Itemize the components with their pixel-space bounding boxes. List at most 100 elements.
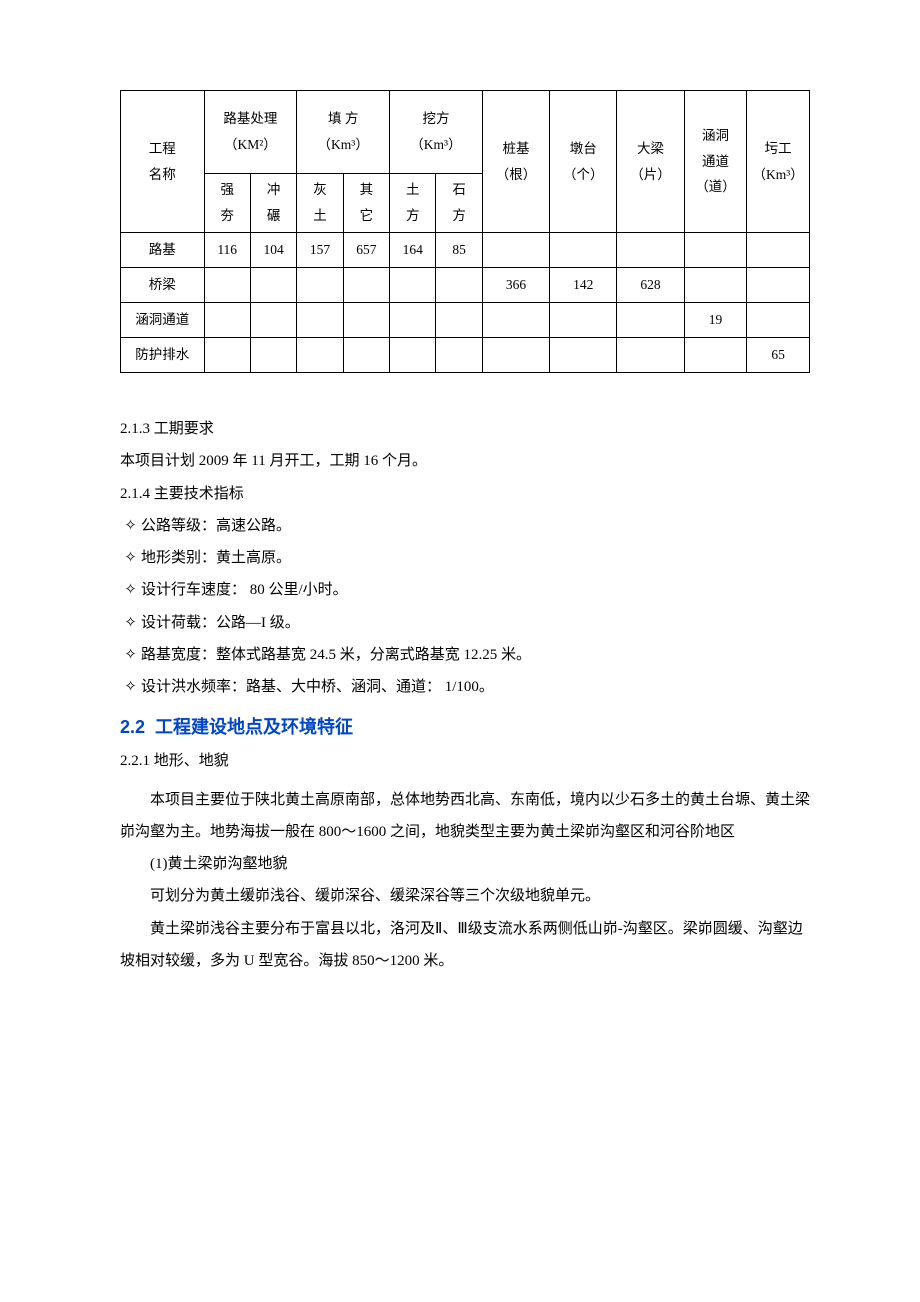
quantities-table: 工程 名称 路基处理 （KM²） 填 方 （Km³）: [120, 90, 810, 373]
hdr-text: 方: [436, 203, 481, 229]
row-name: 路基: [121, 233, 205, 268]
table-cell: [550, 338, 617, 373]
col-masonry: 圬工 （Km³）: [747, 91, 810, 233]
hdr-text: 夯: [205, 203, 250, 229]
hdr-text: 工程: [121, 136, 204, 162]
hdr-text: 方: [390, 203, 435, 229]
table-cell: [204, 338, 250, 373]
body-para: (1)黄土梁峁沟壑地貌: [120, 848, 810, 880]
hdr-text: 圬工: [747, 136, 809, 162]
col-cut: 挖方 （Km³）: [390, 91, 483, 174]
hdr-text: （KM²）: [205, 132, 297, 158]
table-cell: [482, 338, 549, 373]
sub-col: 强夯: [204, 174, 250, 233]
diamond-bullet-icon: ✧: [120, 639, 141, 671]
table-cell: [204, 303, 250, 338]
hdr-text: 灰: [297, 177, 342, 203]
table-cell: [747, 233, 810, 268]
table-cell: [250, 303, 296, 338]
table-cell: [550, 303, 617, 338]
diamond-bullet-icon: ✧: [120, 671, 141, 703]
table-cell: [343, 303, 389, 338]
col-piers: 墩台 （个）: [550, 91, 617, 233]
table-cell: [684, 233, 747, 268]
list-item-text: 设计洪水频率：路基、大中桥、涵洞、通道： 1/100。: [141, 679, 494, 695]
hdr-text: 通道: [685, 149, 747, 175]
list-item-text: 路基宽度：整体式路基宽 24.5 米，分离式路基宽 12.25 米。: [141, 647, 531, 663]
table-cell: [617, 303, 684, 338]
col-piles: 桩基 （根）: [482, 91, 549, 233]
diamond-bullet-icon: ✧: [120, 510, 141, 542]
table-cell: [204, 268, 250, 303]
sub-col: 灰土: [297, 174, 343, 233]
table-cell: [684, 338, 747, 373]
hdr-text: （Km³）: [297, 132, 389, 158]
col-project-name: 工程 名称: [121, 91, 205, 233]
table-row: 桥梁366142628: [121, 268, 810, 303]
table-cell: [343, 268, 389, 303]
table-cell: [297, 338, 343, 373]
table-cell: [482, 233, 549, 268]
table-cell: [617, 233, 684, 268]
table-cell: [482, 303, 549, 338]
hdr-text: （Km³）: [390, 132, 482, 158]
table-cell: 366: [482, 268, 549, 303]
table-cell: 142: [550, 268, 617, 303]
diamond-bullet-icon: ✧: [120, 574, 141, 606]
body-para: 黄土梁峁浅谷主要分布于富县以北，洛河及Ⅱ、Ⅲ级支流水系两侧低山峁-沟壑区。梁峁圆…: [120, 913, 810, 978]
hdr-text: （道）: [685, 174, 747, 200]
section-2-2-heading: 2.2 工程建设地点及环境特征: [120, 713, 810, 739]
hdr-text: 土: [390, 177, 435, 203]
table-cell: 65: [747, 338, 810, 373]
list-item: ✧路基宽度：整体式路基宽 24.5 米，分离式路基宽 12.25 米。: [120, 639, 810, 671]
row-name: 桥梁: [121, 268, 205, 303]
section-2-2-1-heading: 2.2.1 地形、地貌: [120, 745, 810, 777]
hdr-text: 它: [344, 203, 389, 229]
sub-col: 土方: [390, 174, 436, 233]
list-item: ✧公路等级：高速公路。: [120, 510, 810, 542]
diamond-bullet-icon: ✧: [120, 542, 141, 574]
sub-col: 其它: [343, 174, 389, 233]
table-cell: 157: [297, 233, 343, 268]
hdr-text: 墩台: [550, 136, 616, 162]
list-item: ✧设计洪水频率：路基、大中桥、涵洞、通道： 1/100。: [120, 671, 810, 703]
section-title: 工程建设地点及环境特征: [155, 717, 353, 737]
table-cell: [747, 268, 810, 303]
hdr-text: 强: [205, 177, 250, 203]
table-cell: [297, 303, 343, 338]
list-item: ✧设计荷载：公路—I 级。: [120, 607, 810, 639]
table-cell: 19: [684, 303, 747, 338]
col-beams: 大梁 （片）: [617, 91, 684, 233]
list-item-text: 设计行车速度： 80 公里/小时。: [141, 582, 348, 598]
body-para: 可划分为黄土缓峁浅谷、缓峁深谷、缓梁深谷等三个次级地貌单元。: [120, 880, 810, 912]
table-cell: [436, 268, 482, 303]
hdr-text: 桩基: [483, 136, 549, 162]
table-cell: 85: [436, 233, 482, 268]
col-culvert: 涵洞 通道 （道）: [684, 91, 747, 233]
col-fill: 填 方 （Km³）: [297, 91, 390, 174]
hdr-text: 路基处理: [205, 106, 297, 132]
section-number: 2.1.4: [120, 486, 150, 502]
hdr-text: 涵洞: [685, 123, 747, 149]
hdr-text: 大梁: [617, 136, 683, 162]
hdr-text: 挖方: [390, 106, 482, 132]
table-cell: [250, 268, 296, 303]
table-cell: [684, 268, 747, 303]
table-cell: 116: [204, 233, 250, 268]
table-row: 涵洞通道 19: [121, 303, 810, 338]
row-name: 涵洞通道: [121, 303, 205, 338]
section-2-1-4-heading: 2.1.4 主要技术指标: [120, 478, 810, 510]
section-number: 2.2: [120, 717, 145, 737]
section-title: 工期要求: [154, 421, 214, 437]
table-cell: 164: [390, 233, 436, 268]
hdr-text: 名称: [121, 162, 204, 188]
hdr-text: 碾: [251, 203, 296, 229]
row-name: 防护排水: [121, 338, 205, 373]
table-cell: [436, 303, 482, 338]
hdr-text: 石: [436, 177, 481, 203]
table-row: 防护排水 65: [121, 338, 810, 373]
table-cell: 657: [343, 233, 389, 268]
section-number: 2.1.3: [120, 421, 150, 437]
table-body: 路基11610415765716485桥梁366142628涵洞通道19防护排水…: [121, 233, 810, 373]
list-item: ✧设计行车速度： 80 公里/小时。: [120, 574, 810, 606]
